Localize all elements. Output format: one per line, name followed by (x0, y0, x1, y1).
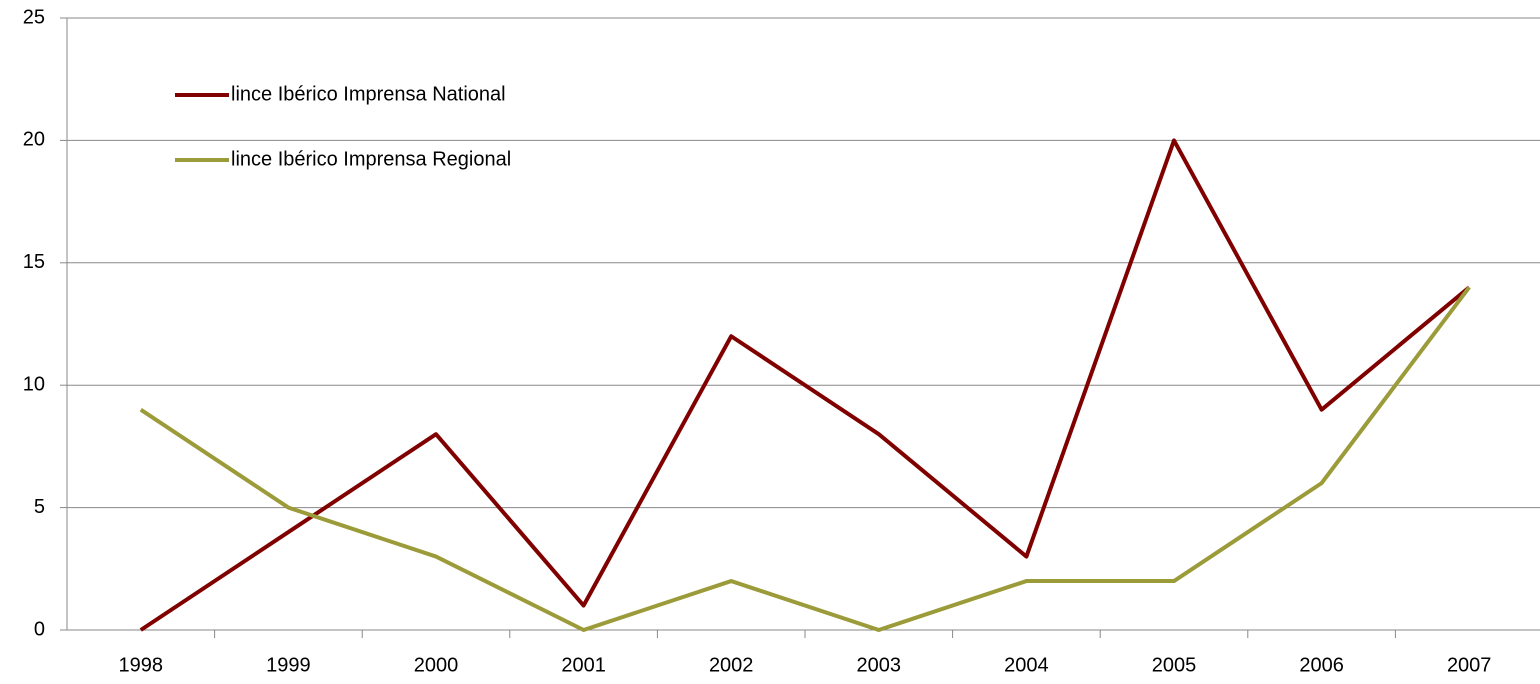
series-line (139, 286, 1471, 632)
x-tick-label: 1999 (266, 654, 311, 676)
y-tick-label: 20 (23, 129, 45, 151)
x-tick-label: 2006 (1299, 654, 1344, 676)
x-tick-label: 2002 (709, 654, 754, 676)
x-tick-label: 2004 (1004, 654, 1049, 676)
legend-label: lince Ibérico Imprensa National (231, 83, 506, 105)
y-tick-label: 0 (34, 618, 45, 640)
y-tick-label: 5 (34, 496, 45, 518)
series-line (139, 138, 1471, 632)
x-tick-label: 2007 (1447, 654, 1492, 676)
legend-label: lince Ibérico Imprensa Regional (231, 148, 511, 170)
x-tick-label: 2005 (1152, 654, 1197, 676)
x-tick-label: 2003 (857, 654, 902, 676)
y-tick-label: 25 (23, 6, 45, 28)
x-tick-label: 2001 (561, 654, 606, 676)
y-tick-label: 10 (23, 373, 45, 395)
x-tick-label: 2000 (414, 654, 459, 676)
x-tick-label: 1998 (119, 654, 164, 676)
y-tick-label: 15 (23, 251, 45, 273)
